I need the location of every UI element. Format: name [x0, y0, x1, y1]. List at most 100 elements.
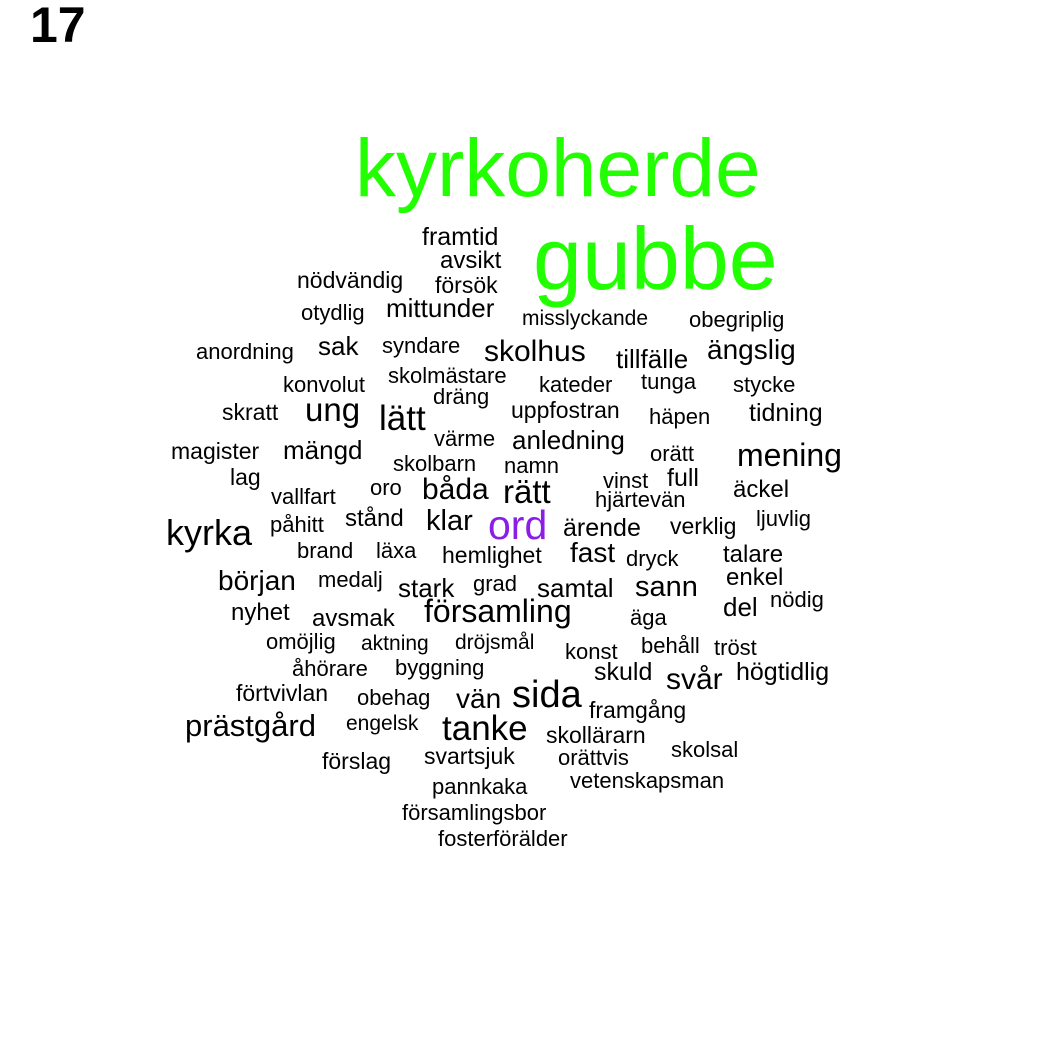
- cloud-word: syndare: [382, 333, 461, 358]
- cloud-word: klar: [426, 505, 473, 537]
- cloud-word: avsikt: [440, 247, 502, 274]
- cloud-word: skratt: [222, 399, 279, 425]
- cloud-word: vinst: [603, 468, 649, 493]
- cloud-word: försök: [435, 272, 498, 298]
- cloud-word: gubbe: [533, 209, 778, 308]
- cloud-word: svartsjuk: [424, 743, 515, 769]
- cloud-word: anordning: [196, 339, 294, 364]
- cloud-word: orätt: [650, 441, 695, 466]
- cloud-word: hemlighet: [442, 542, 542, 568]
- cloud-word: framtid: [422, 223, 499, 251]
- cloud-word: ängslig: [707, 334, 796, 365]
- cloud-word: obegriplig: [689, 307, 785, 332]
- cloud-word: påhitt: [270, 512, 324, 537]
- cloud-word: fast: [570, 537, 616, 568]
- cloud-word: sann: [635, 571, 698, 603]
- cloud-word: vallfart: [271, 484, 336, 509]
- cloud-word: magister: [171, 438, 260, 464]
- page-number: 17: [30, 0, 86, 53]
- cloud-word: avsmak: [312, 605, 395, 632]
- cloud-word: sak: [318, 331, 359, 361]
- cloud-word: vän: [456, 683, 502, 714]
- cloud-word: tidning: [749, 399, 823, 427]
- cloud-word: tanke: [442, 709, 528, 748]
- cloud-word: vetenskapsman: [570, 768, 725, 793]
- cloud-word: tillfälle: [616, 344, 689, 374]
- cloud-word: verklig: [670, 513, 737, 539]
- cloud-word: konvolut: [283, 372, 365, 397]
- cloud-word: fosterförälder: [438, 826, 568, 851]
- cloud-word: ung: [305, 391, 361, 428]
- cloud-word: lag: [230, 464, 261, 490]
- cloud-word: värme: [434, 426, 496, 451]
- cloud-word: häpen: [649, 404, 711, 429]
- cloud-word: ljuvlig: [756, 506, 812, 531]
- cloud-word: misslyckande: [522, 307, 649, 330]
- cloud-word: dräng: [433, 384, 490, 409]
- cloud-word: skollärarn: [546, 722, 646, 748]
- cloud-word: skolbarn: [393, 451, 477, 476]
- cloud-word: konst: [565, 639, 618, 664]
- cloud-word: äckel: [733, 476, 790, 503]
- cloud-word: rätt: [503, 473, 551, 510]
- cloud-word: omöjlig: [266, 629, 336, 654]
- cloud-word: grad: [473, 571, 518, 596]
- cloud-word: sida: [512, 674, 582, 716]
- cloud-word: skuld: [594, 658, 653, 686]
- cloud-word: samtal: [537, 573, 614, 603]
- cloud-word: brand: [297, 538, 354, 563]
- cloud-word: tunga: [641, 369, 697, 394]
- cloud-word: pannkaka: [432, 774, 528, 799]
- cloud-word: lätt: [379, 399, 426, 438]
- cloud-word: anledning: [512, 425, 625, 455]
- cloud-word: nödig: [770, 587, 824, 612]
- cloud-word: kyrkoherde: [355, 123, 761, 214]
- cloud-word: församlingsbor: [402, 800, 547, 825]
- cloud-word: skolsal: [671, 737, 739, 762]
- cloud-word: orättvis: [558, 745, 629, 770]
- cloud-word: skolmästare: [388, 363, 507, 388]
- cloud-word: båda: [422, 473, 489, 506]
- cloud-word: otydlig: [301, 300, 365, 325]
- cloud-word: hjärtevän: [595, 487, 686, 512]
- cloud-word: byggning: [395, 655, 485, 680]
- cloud-word: ärende: [563, 514, 641, 542]
- cloud-word: mittunder: [386, 293, 495, 323]
- cloud-word: tröst: [714, 635, 757, 660]
- cloud-word: svår: [666, 663, 723, 696]
- cloud-word: dröjsmål: [455, 631, 535, 654]
- cloud-word: full: [667, 464, 699, 492]
- cloud-word: dryck: [626, 546, 679, 571]
- cloud-word: engelsk: [346, 712, 419, 735]
- cloud-word: början: [218, 565, 296, 596]
- cloud-word: läxa: [376, 538, 417, 563]
- cloud-word: talare: [723, 541, 784, 568]
- cloud-word: oro: [370, 475, 402, 500]
- cloud-word: stark: [398, 573, 455, 603]
- cloud-word: behåll: [641, 633, 700, 658]
- cloud-word: ord: [488, 502, 548, 548]
- cloud-word: aktning: [361, 632, 429, 655]
- cloud-word: kyrka: [166, 512, 253, 553]
- cloud-word: namn: [504, 453, 560, 478]
- cloud-word: nyhet: [231, 599, 290, 626]
- cloud-word: församling: [424, 593, 572, 629]
- cloud-word: obehag: [357, 685, 431, 710]
- cloud-word: medalj: [318, 567, 383, 592]
- cloud-word: förslag: [322, 748, 392, 774]
- cloud-word: mening: [737, 437, 842, 473]
- cloud-word: högtidlig: [736, 658, 830, 686]
- cloud-word: stycke: [733, 372, 796, 397]
- cloud-word: prästgård: [185, 708, 316, 743]
- cloud-word: uppfostran: [511, 397, 620, 423]
- cloud-word: skolhus: [484, 335, 586, 368]
- cloud-word: nödvändig: [297, 267, 404, 293]
- cloud-word: del: [723, 592, 758, 622]
- cloud-word: åhörare: [292, 656, 368, 681]
- cloud-word: förtvivlan: [236, 680, 329, 706]
- cloud-word: kateder: [539, 372, 613, 397]
- cloud-word: stånd: [345, 505, 404, 532]
- cloud-word: enkel: [726, 564, 784, 591]
